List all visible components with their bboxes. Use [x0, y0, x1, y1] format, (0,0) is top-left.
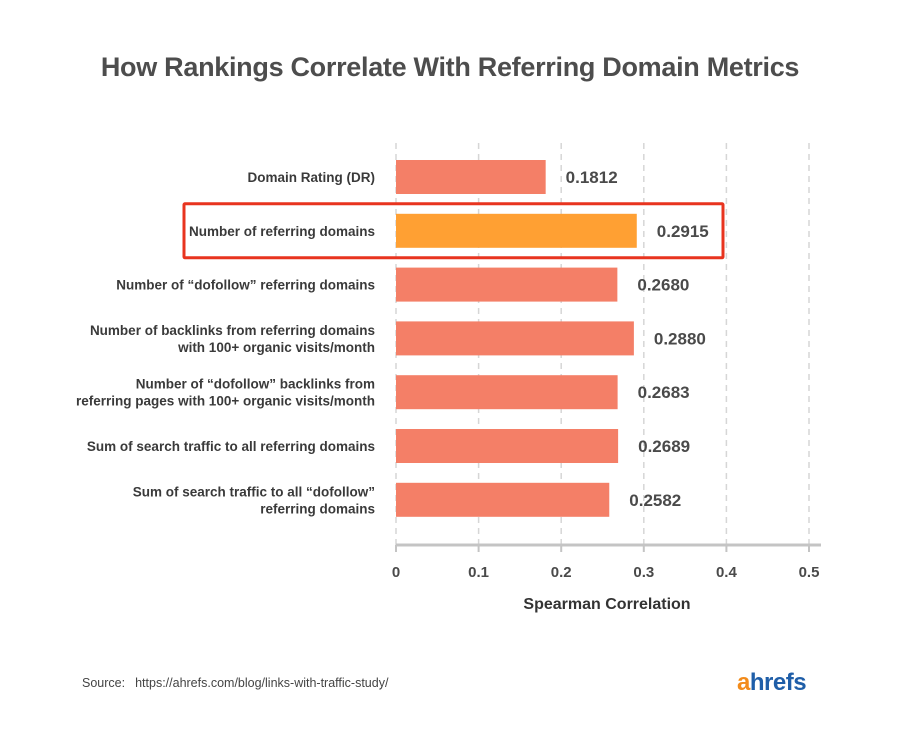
value-label: 0.2683 — [638, 383, 690, 402]
value-label: 0.2680 — [637, 276, 689, 295]
category-label-line: Domain Rating (DR) — [248, 170, 376, 185]
x-tick-label: 0 — [392, 564, 400, 581]
category-label-line: Number of referring domains — [189, 224, 375, 239]
bar — [396, 482, 610, 517]
value-label: 0.1812 — [566, 168, 618, 187]
source-label: Source: — [82, 676, 126, 690]
category-label-line: referring domains — [260, 501, 375, 516]
bar — [396, 321, 634, 356]
value-label: 0.2689 — [638, 437, 690, 456]
category-label: Sum of search traffic to all referring d… — [87, 439, 375, 454]
x-tick-label: 0.4 — [716, 564, 738, 581]
value-label: 0.2880 — [654, 329, 706, 348]
category-label-line: Number of “dofollow” backlinks from — [136, 377, 375, 392]
category-label: Number of referring domains — [189, 224, 375, 239]
category-label-line: Number of “dofollow” referring domains — [116, 278, 375, 293]
ahrefs-logo: ahrefs — [737, 669, 807, 697]
bar — [396, 267, 618, 302]
x-axis-title: Spearman Correlation — [523, 596, 690, 613]
source-line: Source: https://ahrefs.com/blog/links-wit… — [82, 676, 388, 690]
x-tick-label: 0.5 — [799, 564, 820, 581]
logo-letter-a: a — [737, 669, 750, 696]
x-tick-label: 0.3 — [633, 564, 654, 581]
category-label: Number of backlinks from referring domai… — [90, 323, 375, 355]
bar — [396, 213, 637, 248]
x-tick-label: 0.2 — [551, 564, 572, 581]
chart-title: How Rankings Correlate With Referring Do… — [100, 52, 800, 82]
category-label-line: Sum of search traffic to all “dofollow” — [133, 484, 375, 499]
category-label-line: Sum of search traffic to all referring d… — [87, 439, 375, 454]
category-label: Number of “dofollow” referring domains — [116, 278, 375, 293]
value-label: 0.2582 — [629, 491, 681, 510]
category-label: Number of “dofollow” backlinks from refer… — [76, 377, 375, 409]
bar — [396, 160, 546, 194]
highlight-box — [182, 202, 725, 260]
source-url[interactable]: https://ahrefs.com/blog/links-with-traff… — [135, 676, 389, 690]
category-label-line: Number of backlinks from referring domai… — [90, 323, 375, 338]
category-label: Domain Rating (DR) — [248, 170, 376, 185]
category-label: Sum of search traffic to all “dofollow” r… — [133, 484, 375, 516]
category-label-line: referring pages with 100+ organic visits… — [76, 394, 375, 409]
value-label: 0.2915 — [657, 222, 709, 241]
bar — [396, 429, 619, 463]
category-label-line: with 100+ organic visits/month — [177, 340, 375, 355]
x-tick-label: 0.1 — [468, 564, 489, 581]
logo-text: hrefs — [749, 669, 807, 696]
bar — [396, 375, 618, 410]
